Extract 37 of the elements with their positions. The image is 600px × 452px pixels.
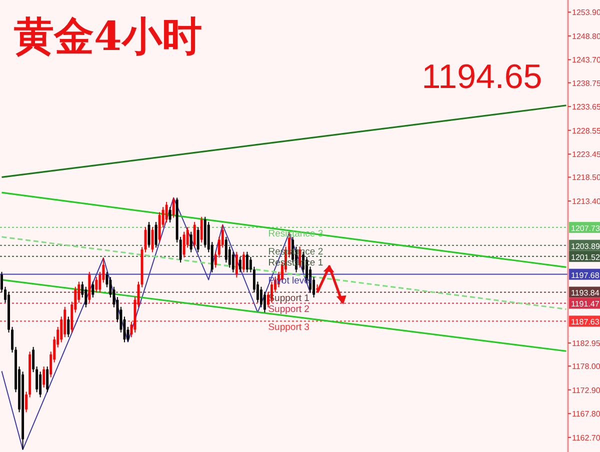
- y-tick-label: 1162.70: [572, 433, 600, 442]
- candlestick: [193, 221, 196, 248]
- candlestick: [154, 221, 158, 248]
- candlestick: [235, 251, 238, 278]
- candlestick: [246, 251, 248, 273]
- candlestick: [172, 197, 175, 218]
- candlestick: [67, 316, 70, 338]
- ref-line-label: Support 2: [268, 304, 310, 316]
- candlestick: [242, 251, 245, 273]
- chart-title: 黄金4小时: [14, 13, 202, 60]
- y-tick-label: 1197.68: [571, 270, 600, 280]
- candlestick: [238, 256, 242, 273]
- y-tick-label: 1182.95: [572, 338, 600, 348]
- y-tick-label: 1167.80: [572, 410, 600, 419]
- candlestick: [224, 236, 228, 264]
- candlestick: [42, 366, 46, 388]
- y-tick-label: 1187.63: [571, 318, 600, 327]
- candlestick: [232, 251, 234, 273]
- y-tick-label: 1201.52: [571, 252, 600, 262]
- ref-line-label: Support 3: [268, 322, 310, 334]
- candlestick: [196, 226, 200, 253]
- candlestick: [165, 201, 168, 223]
- candlestick: [92, 281, 94, 298]
- candlestick: [190, 231, 192, 253]
- y-tick-label: 1207.73: [571, 224, 600, 233]
- candlestick: [95, 276, 98, 293]
- candlestick: [200, 216, 203, 243]
- candlestick: [182, 231, 186, 258]
- annotation: 1194.65: [422, 58, 542, 96]
- y-tick-label: 1178.00: [572, 362, 600, 372]
- candlestick: [263, 291, 266, 313]
- candlestick: [46, 366, 49, 393]
- y-tick-label: 1203.89: [571, 242, 600, 251]
- candlestick: [168, 206, 172, 223]
- y-tick-label: 1193.84: [571, 288, 600, 298]
- y-tick-label: 1191.47: [571, 300, 600, 309]
- y-tick-label: 1172.90: [572, 386, 600, 395]
